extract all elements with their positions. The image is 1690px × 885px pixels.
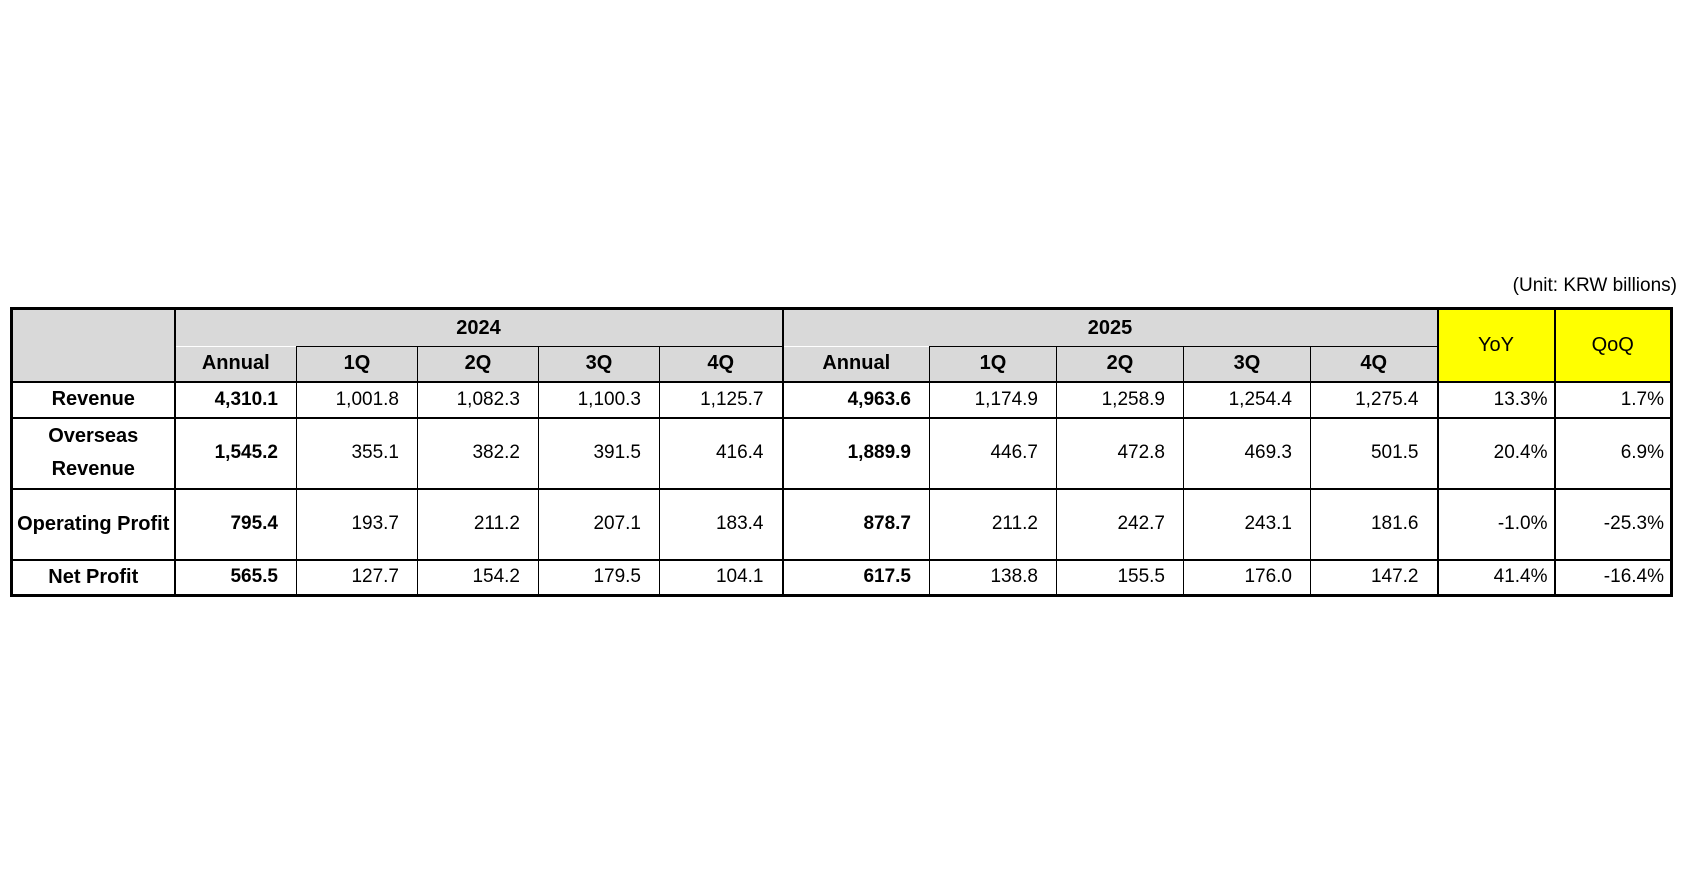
- row-label-overseas-revenue: Overseas Revenue: [11, 416, 175, 490]
- cell-overseas-2025-q1: 446.7: [929, 416, 1057, 490]
- cell-overseas-2025-q3: 469.3: [1183, 416, 1311, 490]
- cell-operating-2024-q2: 211.2: [417, 487, 539, 561]
- row-label-net-profit: Net Profit: [11, 558, 175, 597]
- cell-overseas-2025-annual: 1,889.9: [781, 416, 930, 490]
- table-row-operating-profit: Operating Profit 795.4 193.7 211.2 207.1…: [11, 487, 1672, 561]
- cell-net-yoy: 41.4%: [1436, 558, 1555, 597]
- header-2025-annual: Annual: [781, 346, 930, 382]
- cell-revenue-qoq: 1.7%: [1553, 380, 1672, 419]
- cell-revenue-2025-annual: 4,963.6: [781, 380, 930, 419]
- financial-results-table: 2024 2025 YoY QoQ Annual 1Q 2Q 3Q 4Q Ann…: [10, 307, 1673, 597]
- cell-operating-yoy: -1.0%: [1436, 487, 1555, 561]
- cell-operating-2025-q2: 242.7: [1056, 487, 1184, 561]
- header-2025-q1: 1Q: [929, 346, 1057, 382]
- cell-operating-2024-q3: 207.1: [538, 487, 660, 561]
- cell-operating-2025-q4: 181.6: [1310, 487, 1438, 561]
- corner-cell: [11, 308, 175, 382]
- cell-net-2024-q2: 154.2: [417, 558, 539, 597]
- table-row-overseas-revenue: Overseas Revenue 1,545.2 355.1 382.2 391…: [11, 416, 1672, 490]
- cell-overseas-2024-q1: 355.1: [296, 416, 418, 490]
- cell-revenue-2025-q1: 1,174.9: [929, 380, 1057, 419]
- cell-operating-qoq: -25.3%: [1553, 487, 1672, 561]
- header-2024-annual: Annual: [173, 346, 297, 382]
- cell-net-2025-q4: 147.2: [1310, 558, 1438, 597]
- cell-overseas-2024-q2: 382.2: [417, 416, 539, 490]
- cell-net-2024-annual: 565.5: [173, 558, 297, 597]
- header-2024-q3: 3Q: [538, 346, 660, 382]
- cell-overseas-2024-annual: 1,545.2: [173, 416, 297, 490]
- cell-overseas-qoq: 6.9%: [1553, 416, 1672, 490]
- cell-overseas-yoy: 20.4%: [1436, 416, 1555, 490]
- qoq-header: QoQ: [1553, 308, 1672, 382]
- cell-net-2024-q1: 127.7: [296, 558, 418, 597]
- cell-revenue-2025-q3: 1,254.4: [1183, 380, 1311, 419]
- year-header-2025: 2025: [781, 308, 1438, 347]
- cell-overseas-2024-q4: 416.4: [659, 416, 783, 490]
- unit-label: (Unit: KRW billions): [1512, 275, 1677, 296]
- cell-overseas-2025-q2: 472.8: [1056, 416, 1184, 490]
- cell-operating-2025-q3: 243.1: [1183, 487, 1311, 561]
- header-row-years: 2024 2025 YoY QoQ: [11, 308, 1672, 382]
- cell-operating-2024-q1: 193.7: [296, 487, 418, 561]
- header-row-periods: Annual 1Q 2Q 3Q 4Q Annual 1Q 2Q 3Q 4Q: [12, 346, 1672, 382]
- cell-revenue-2024-q3: 1,100.3: [538, 380, 660, 419]
- cell-overseas-2025-q4: 501.5: [1310, 416, 1438, 490]
- table-row-revenue: Revenue 4,310.1 1,001.8 1,082.3 1,100.3 …: [11, 380, 1672, 419]
- cell-revenue-2024-q1: 1,001.8: [296, 380, 418, 419]
- cell-net-2024-q3: 179.5: [538, 558, 660, 597]
- row-label-revenue: Revenue: [11, 380, 175, 419]
- cell-operating-2025-annual: 878.7: [781, 487, 930, 561]
- header-2024-q1: 1Q: [296, 346, 418, 382]
- cell-net-2025-q2: 155.5: [1056, 558, 1184, 597]
- cell-revenue-2024-q2: 1,082.3: [417, 380, 539, 419]
- cell-net-2025-q1: 138.8: [929, 558, 1057, 597]
- header-2025-q3: 3Q: [1183, 346, 1311, 382]
- table-row-net-profit: Net Profit 565.5 127.7 154.2 179.5 104.1…: [11, 558, 1672, 597]
- table-header: 2024 2025 YoY QoQ Annual 1Q 2Q 3Q 4Q Ann…: [11, 308, 1672, 382]
- cell-overseas-2024-q3: 391.5: [538, 416, 660, 490]
- cell-net-2025-annual: 617.5: [781, 558, 930, 597]
- yoy-header: YoY: [1436, 308, 1555, 382]
- cell-net-2025-q3: 176.0: [1183, 558, 1311, 597]
- header-2024-q4: 4Q: [659, 346, 783, 382]
- cell-operating-2024-q4: 183.4: [659, 487, 783, 561]
- year-header-2024: 2024: [173, 308, 783, 347]
- cell-revenue-2025-q4: 1,275.4: [1310, 380, 1438, 419]
- header-2024-q2: 2Q: [417, 346, 539, 382]
- cell-net-2024-q4: 104.1: [659, 558, 783, 597]
- cell-revenue-2024-annual: 4,310.1: [173, 380, 297, 419]
- cell-revenue-2024-q4: 1,125.7: [659, 380, 783, 419]
- cell-operating-2024-annual: 795.4: [173, 487, 297, 561]
- cell-operating-2025-q1: 211.2: [929, 487, 1057, 561]
- cell-net-qoq: -16.4%: [1553, 558, 1672, 597]
- table-body: Revenue 4,310.1 1,001.8 1,082.3 1,100.3 …: [11, 380, 1672, 597]
- cell-revenue-2025-q2: 1,258.9: [1056, 380, 1184, 419]
- row-label-operating-profit: Operating Profit: [11, 487, 175, 561]
- header-2025-q2: 2Q: [1056, 346, 1184, 382]
- cell-revenue-yoy: 13.3%: [1436, 380, 1555, 419]
- header-2025-q4: 4Q: [1310, 346, 1438, 382]
